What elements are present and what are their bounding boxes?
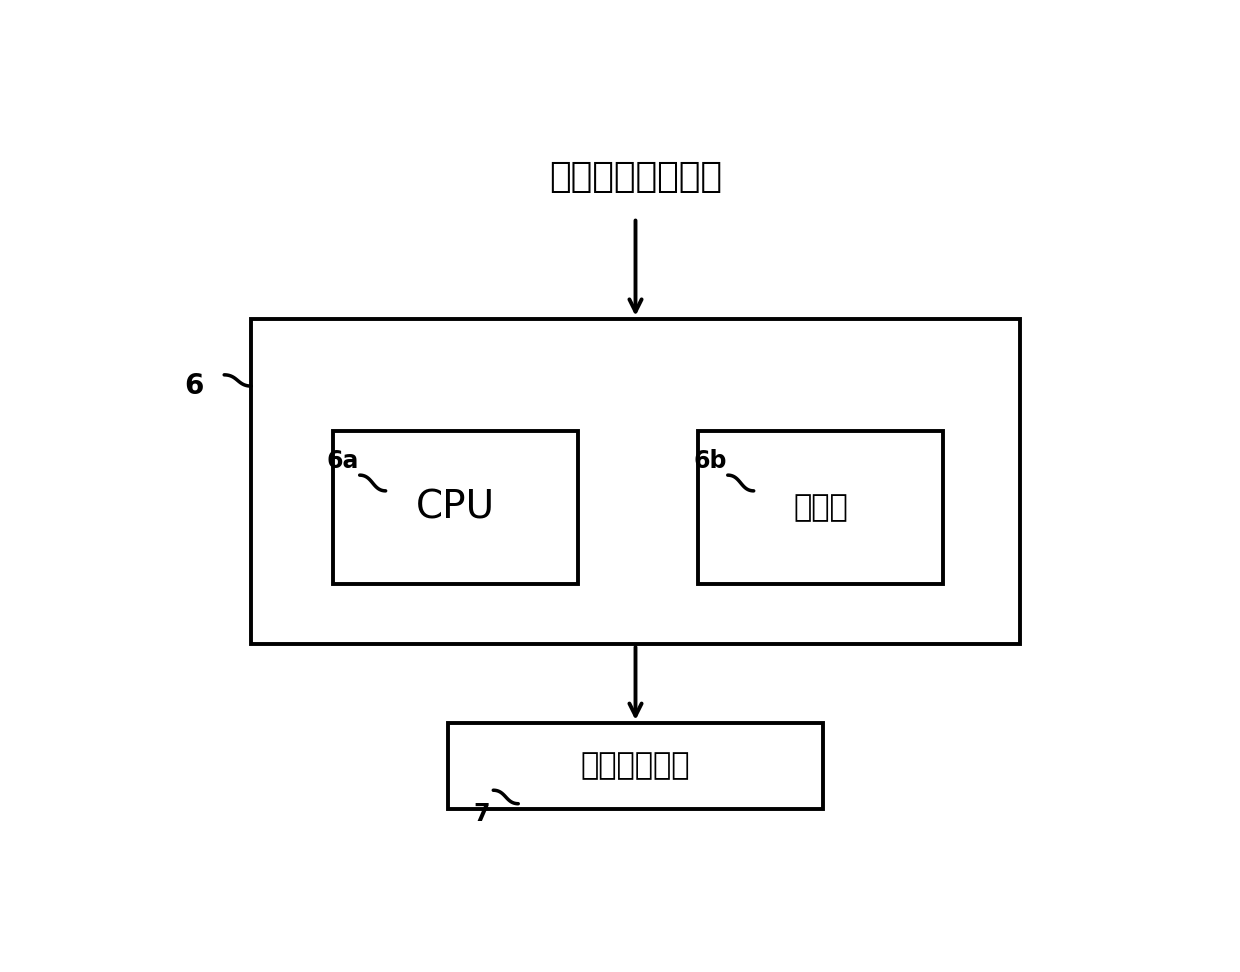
Text: 6a: 6a <box>326 449 358 473</box>
Bar <box>448 723 823 809</box>
Bar <box>250 319 1021 644</box>
Bar <box>332 431 578 584</box>
Text: 图像显示装置: 图像显示装置 <box>580 751 691 781</box>
Bar <box>698 431 942 584</box>
Text: CPU: CPU <box>415 489 495 527</box>
Text: 7: 7 <box>474 802 490 826</box>
Text: 输入透视图像数据: 输入透视图像数据 <box>549 159 722 193</box>
Text: 6: 6 <box>184 372 203 400</box>
Text: 6b: 6b <box>693 449 727 473</box>
Text: 存储器: 存储器 <box>794 493 848 522</box>
